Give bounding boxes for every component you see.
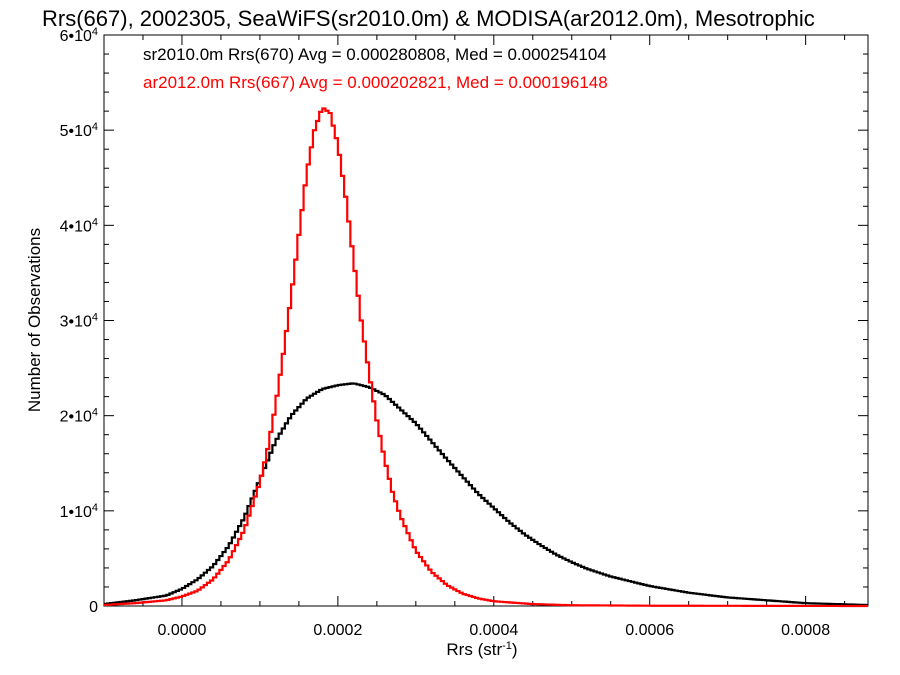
x-tick-label: 0.0000 <box>157 622 206 639</box>
chart-title: Rrs(667), 2002305, SeaWiFS(sr2010.0m) & … <box>42 6 815 31</box>
legend: sr2010.0m Rrs(670) Avg = 0.000280808, Me… <box>143 45 608 92</box>
y-tick-label: 4•104 <box>60 216 98 235</box>
y-tick-label: 1•104 <box>60 502 98 521</box>
x-tick-label: 0.0004 <box>469 622 518 639</box>
legend-entry: sr2010.0m Rrs(670) Avg = 0.000280808, Me… <box>143 45 607 64</box>
x-tick-label: 0.0008 <box>781 622 830 639</box>
plot-frame <box>103 34 869 607</box>
x-axis-title-sup: -1 <box>502 640 512 652</box>
y-tick-label: 0 <box>89 599 98 616</box>
plot-axes: 0.0000 0.0002 0.0004 0.0006 0.0008 0 1•104 2•10… <box>60 26 869 639</box>
x-axis-title: Rrs (str-1) <box>446 640 517 659</box>
legend-entry: ar2012.0m Rrs(667) Avg = 0.000202821, Me… <box>143 73 608 92</box>
y-axis-title: Number of Observations <box>25 228 44 412</box>
x-tick-label: 0.0002 <box>313 622 362 639</box>
x-tick-label: 0.0006 <box>625 622 674 639</box>
series-layer <box>104 107 868 608</box>
y-tick-label: 6•104 <box>60 26 98 45</box>
y-tick-label: 3•104 <box>60 312 98 331</box>
series-seawifs-histogram <box>104 382 868 607</box>
x-axis-title-close: ) <box>512 640 518 659</box>
series-modisa-histogram <box>104 107 868 608</box>
x-axis-title-main: Rrs (str <box>446 640 502 659</box>
y-tick-label: 5•104 <box>60 121 98 140</box>
y-tick-label: 2•104 <box>60 407 98 426</box>
